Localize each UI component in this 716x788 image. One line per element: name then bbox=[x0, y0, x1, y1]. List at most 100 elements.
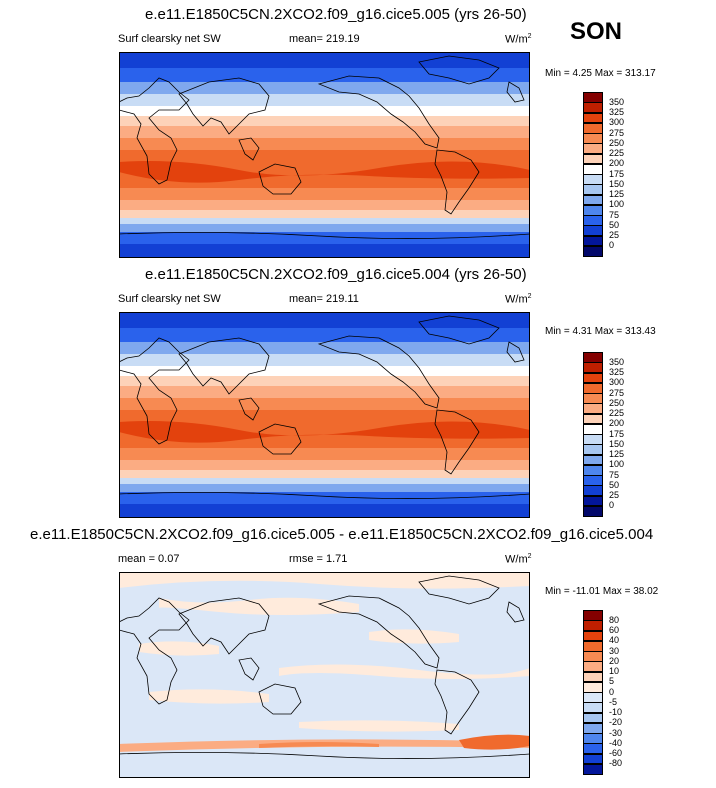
panel-2-map bbox=[119, 312, 530, 518]
panel-2-colorbar-label: 50 bbox=[609, 479, 620, 490]
panel-3-colorbar-label: 5 bbox=[609, 676, 615, 687]
panel-2-colorbar-swatch bbox=[583, 413, 603, 425]
panel-1-minmax: Min = 4.25 Max = 313.17 bbox=[545, 68, 656, 79]
panel-2-variable-label: Surf clearsky net SW bbox=[118, 293, 221, 305]
panel-2-colorbar-swatch bbox=[583, 382, 603, 394]
panel-3-colorbar: 80 60 40 30 20 10 5 0 -5 -10 -20 -30 -40 -60 -80 bbox=[583, 610, 622, 775]
panel-1-colorbar-swatch bbox=[583, 245, 603, 257]
panel-2-colorbar-label: 150 bbox=[609, 438, 625, 449]
panel-3-colorbar-label: -30 bbox=[609, 727, 623, 738]
panel-3-colorbar-label: -10 bbox=[609, 707, 623, 717]
panel-2-colorbar-swatch bbox=[583, 352, 603, 363]
panel-1-colorbar-label: 275 bbox=[609, 127, 625, 138]
panel-1-colorbar-swatch bbox=[583, 204, 603, 216]
panel-1-colorbar-label: 75 bbox=[609, 209, 620, 220]
panel-2-colorbar-swatch bbox=[583, 372, 603, 384]
panel-1-colorbar-swatch bbox=[583, 122, 603, 134]
panel-1-colorbar-label: 300 bbox=[609, 117, 625, 128]
panel-1-colorbar-label: 0 bbox=[609, 240, 615, 251]
panel-2-colorbar-label: 125 bbox=[609, 449, 625, 459]
panel-1-title: e.e11.E1850C5CN.2XCO2.f09_g16.cice5.005 … bbox=[145, 6, 527, 23]
panel-3-colorbar-label: -60 bbox=[609, 748, 623, 758]
panel-1-colorbar-label: 175 bbox=[609, 168, 625, 179]
panel-3-units: W/m2 bbox=[505, 553, 532, 566]
panel-2-colorbar-label: 75 bbox=[609, 469, 620, 480]
panel-1-colorbar-swatch bbox=[583, 102, 603, 113]
panel-3-colorbar-label: -80 bbox=[609, 758, 623, 769]
panel-3-colorbar-swatch bbox=[583, 640, 603, 652]
panel-3-colorbar-swatch bbox=[583, 692, 603, 703]
panel-3-colorbar-swatch bbox=[583, 753, 603, 765]
panel-1-colorbar-swatch bbox=[583, 112, 603, 124]
panel-3-colorbar-label: 40 bbox=[609, 635, 620, 646]
panel-2-colorbar-swatch bbox=[583, 444, 603, 455]
panel-1-colorbar-label: 250 bbox=[609, 137, 625, 148]
panel-3-colorbar-swatch bbox=[583, 661, 603, 672]
panel-3-colorbar-swatch bbox=[583, 671, 603, 683]
panel-3-colorbar-label: 30 bbox=[609, 645, 620, 656]
panel-1-colorbar-swatch bbox=[583, 133, 603, 144]
panel-3-colorbar-swatch bbox=[583, 702, 603, 713]
panel-1-colorbar-label: 225 bbox=[609, 148, 625, 158]
panel-2-units: W/m2 bbox=[505, 293, 532, 306]
panel-2-mean-label: mean= 219.11 bbox=[289, 293, 359, 305]
panel-3-mean-label: mean = 0.07 bbox=[118, 553, 180, 565]
panel-1-variable-label: Surf clearsky net SW bbox=[118, 33, 221, 45]
panel-2-colorbar-swatch bbox=[583, 485, 603, 496]
panel-3-colorbar-swatch bbox=[583, 620, 603, 631]
panel-2-colorbar-label: 300 bbox=[609, 377, 625, 388]
panel-1-mean-label: mean= 219.19 bbox=[289, 33, 360, 45]
panel-1-colorbar: 350 325 300 275 250 225 200 175 150 125 100 75 50 25 0 bbox=[583, 92, 624, 257]
panel-2-coastlines bbox=[119, 315, 530, 499]
panel-3-colorbar-label: 20 bbox=[609, 655, 620, 666]
panel-2-colorbar-swatch bbox=[583, 454, 603, 466]
panel-1-colorbar-swatch bbox=[583, 194, 603, 206]
panel-2-title: e.e11.E1850C5CN.2XCO2.f09_g16.cice5.004 … bbox=[145, 266, 527, 283]
panel-3-colorbar-swatch bbox=[583, 610, 603, 621]
panel-3-colorbar-label: -5 bbox=[609, 696, 618, 707]
panel-3-colorbar-swatch bbox=[583, 743, 603, 754]
panel-3-colorbar-label: -20 bbox=[609, 717, 623, 728]
panel-1-colorbar-swatch bbox=[583, 143, 603, 154]
panel-2-colorbar-swatch bbox=[583, 393, 603, 404]
panel-1-colorbar-label: 150 bbox=[609, 178, 625, 189]
panel-1-colorbar-label: 200 bbox=[609, 158, 625, 169]
panel-3-colorbar-label: 80 bbox=[609, 614, 620, 625]
panel-2-colorbar-swatch bbox=[583, 495, 603, 507]
panel-2-colorbar-swatch bbox=[583, 423, 603, 435]
panel-1-colorbar-label: 125 bbox=[609, 189, 625, 199]
panel-2-colorbar-label: 175 bbox=[609, 428, 625, 439]
panel-2-colorbar-label: 25 bbox=[609, 490, 620, 500]
panel-1-colorbar-swatch bbox=[583, 92, 603, 103]
panel-1-colorbar-swatch bbox=[583, 153, 603, 165]
panel-1-colorbar-swatch bbox=[583, 163, 603, 175]
panel-2-colorbar-label: 350 bbox=[609, 356, 625, 367]
panel-1-colorbar-label: 100 bbox=[609, 199, 625, 210]
panel-1-units: W/m2 bbox=[505, 33, 532, 46]
panel-2-minmax: Min = 4.31 Max = 313.43 bbox=[545, 326, 656, 337]
panel-3-coastlines bbox=[119, 575, 530, 759]
panel-3-colorbar-swatch bbox=[583, 651, 603, 662]
panel-2-colorbar-swatch bbox=[583, 475, 603, 486]
panel-1-coastlines bbox=[119, 55, 530, 239]
panel-3-colorbar-label: 10 bbox=[609, 666, 620, 676]
panel-2-shading bbox=[119, 312, 530, 518]
panel-1-colorbar-swatch bbox=[583, 174, 603, 185]
panel-1-colorbar-label: 50 bbox=[609, 219, 620, 230]
panel-3-colorbar-label: -40 bbox=[609, 737, 623, 748]
panel-3-colorbar-swatch bbox=[583, 681, 603, 693]
panel-3-rmse-label: rmse = 1.71 bbox=[289, 553, 348, 565]
panel-2-colorbar-swatch bbox=[583, 464, 603, 476]
panel-2-colorbar-label: 250 bbox=[609, 397, 625, 408]
panel-1-shading bbox=[119, 52, 530, 258]
panel-2-colorbar-label: 0 bbox=[609, 500, 615, 511]
panel-3-colorbar-swatch bbox=[583, 763, 603, 775]
panel-1-colorbar-swatch bbox=[583, 215, 603, 226]
panel-3-map bbox=[119, 572, 530, 778]
panel-2-colorbar-label: 200 bbox=[609, 418, 625, 429]
panel-2-colorbar-label: 100 bbox=[609, 459, 625, 470]
panel-1-colorbar-label: 325 bbox=[609, 107, 625, 117]
panel-2-colorbar: 350 325 300 275 250 225 200 175 150 125 100 75 50 25 0 bbox=[583, 352, 624, 517]
panel-2-colorbar-label: 225 bbox=[609, 408, 625, 418]
panel-2-colorbar-label: 325 bbox=[609, 367, 625, 377]
